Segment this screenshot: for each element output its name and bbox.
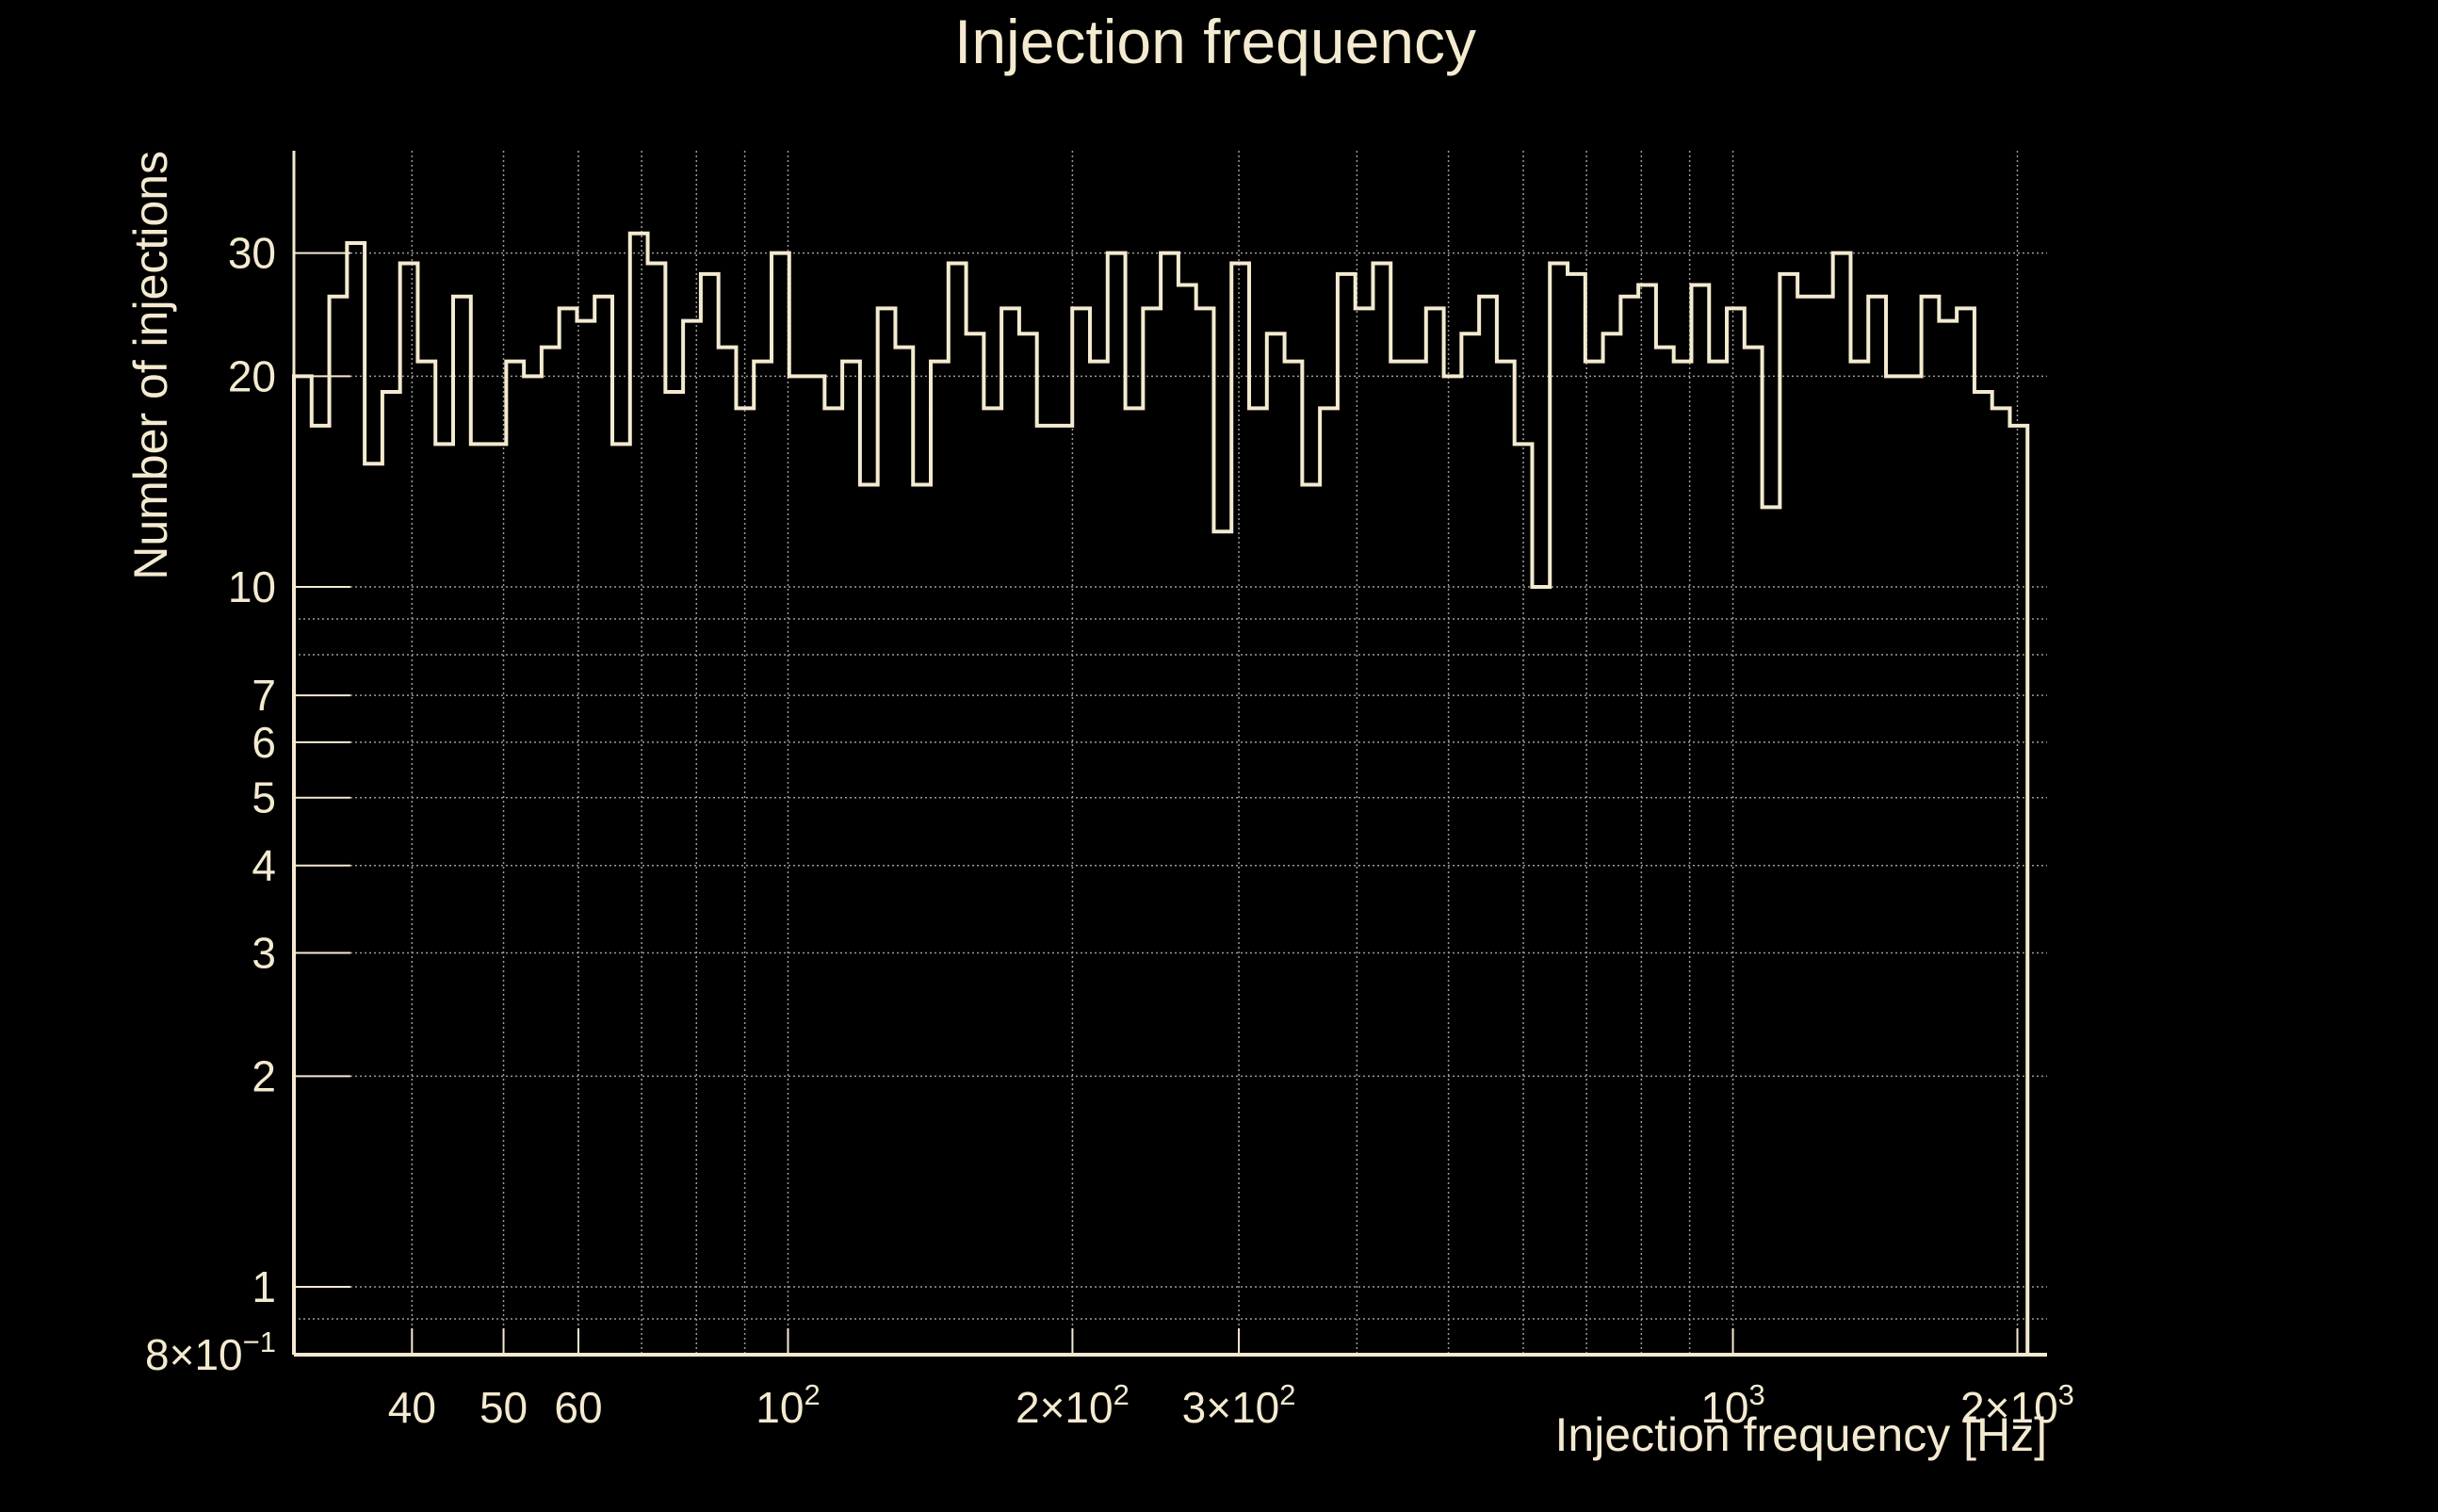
- x-axis-label: Injection frequency [Hz]: [1555, 1408, 2048, 1461]
- y-axis-tick-labels: 8×10−1 1 2 3 4 5 67 10 20 30: [145, 229, 276, 1379]
- y-axis-label: Number of injections: [124, 151, 177, 580]
- chart-title: Injection frequency: [954, 7, 1476, 76]
- x-tick-label: 3×102: [1182, 1378, 1296, 1432]
- y-tick-label: 8×10−1: [145, 1325, 276, 1379]
- y-tick-label: 6: [252, 718, 276, 767]
- y-tick-label: 1: [252, 1262, 276, 1311]
- x-tick-label: 2×102: [1016, 1378, 1130, 1432]
- y-tick-label: 4: [252, 841, 276, 890]
- y-tick-label: 10: [228, 562, 276, 611]
- y-tick-label: 2: [252, 1051, 276, 1100]
- x-tick-label: 2×103: [1960, 1378, 2074, 1432]
- x-axis-tick-labels: 40 50 60 102 2×102 3×102 103 2×103: [388, 1378, 2074, 1432]
- grid-lines: [294, 151, 2047, 1355]
- y-tick-label: 3: [252, 929, 276, 978]
- x-tick-label: 50: [479, 1383, 528, 1432]
- y-tick-label: 5: [252, 773, 276, 822]
- histogram-outline: [292, 231, 2030, 1355]
- y-tick-label: 20: [228, 351, 276, 400]
- x-tick-label: 40: [388, 1383, 436, 1432]
- y-tick-label: 7: [252, 671, 276, 720]
- x-tick-label: 60: [554, 1383, 602, 1432]
- y-tick-label: 30: [228, 229, 276, 278]
- x-tick-label: 103: [1700, 1378, 1764, 1432]
- x-tick-label: 102: [756, 1378, 820, 1432]
